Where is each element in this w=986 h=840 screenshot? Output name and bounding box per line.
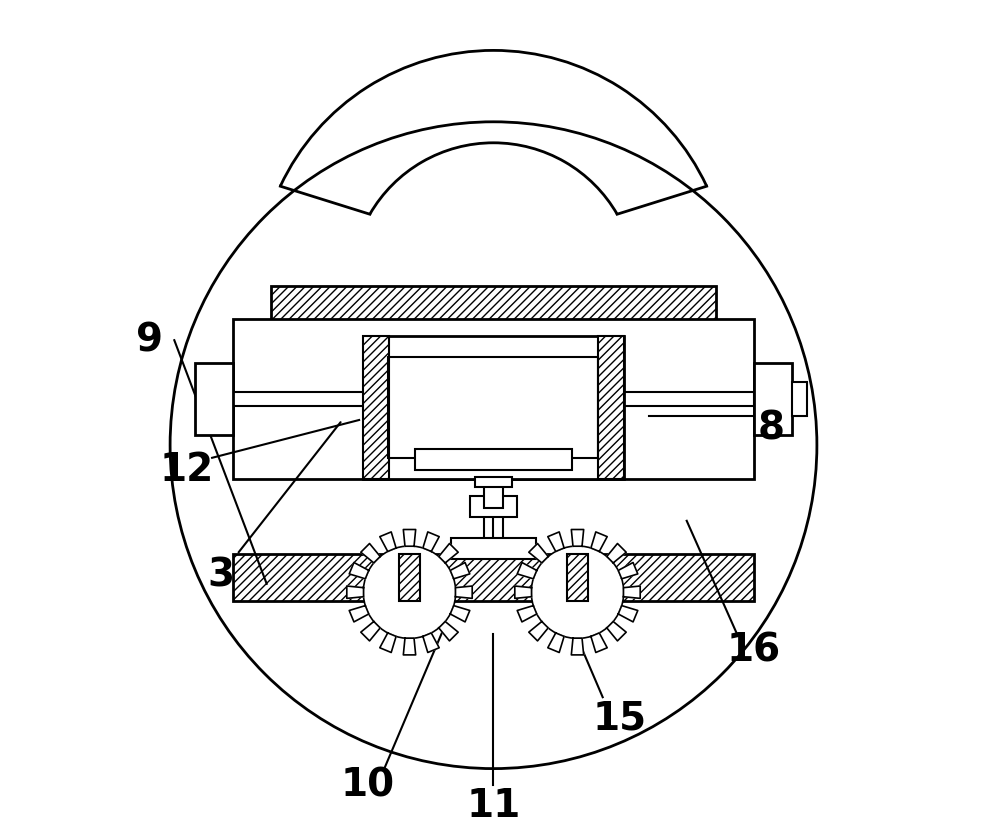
Bar: [598, 336, 623, 479]
Polygon shape: [361, 622, 380, 641]
Polygon shape: [528, 543, 547, 563]
Bar: [398, 554, 420, 601]
Polygon shape: [571, 529, 583, 546]
Bar: [233, 319, 753, 479]
Polygon shape: [617, 606, 637, 622]
Polygon shape: [547, 532, 564, 551]
Polygon shape: [380, 532, 395, 551]
Polygon shape: [380, 633, 395, 653]
Polygon shape: [422, 532, 439, 551]
Polygon shape: [403, 529, 415, 546]
Polygon shape: [361, 543, 380, 563]
Polygon shape: [547, 633, 564, 653]
Bar: [270, 286, 716, 323]
Bar: [233, 392, 753, 406]
Bar: [474, 477, 512, 487]
Polygon shape: [606, 543, 625, 563]
Polygon shape: [515, 586, 531, 598]
Circle shape: [170, 122, 816, 769]
Text: 12: 12: [160, 451, 214, 490]
Polygon shape: [517, 606, 536, 622]
Polygon shape: [450, 606, 469, 622]
Bar: [451, 538, 535, 559]
Polygon shape: [422, 633, 439, 653]
Text: 16: 16: [726, 632, 780, 670]
Bar: [753, 363, 791, 435]
Text: 8: 8: [756, 409, 784, 448]
Text: 15: 15: [592, 699, 646, 738]
Polygon shape: [591, 633, 606, 653]
Bar: [388, 357, 598, 458]
Bar: [363, 336, 623, 479]
Circle shape: [530, 546, 623, 638]
Polygon shape: [606, 622, 625, 641]
Polygon shape: [439, 622, 458, 641]
Bar: [470, 496, 516, 517]
Bar: [398, 554, 420, 601]
Text: 9: 9: [135, 321, 163, 360]
Polygon shape: [591, 532, 606, 551]
Circle shape: [363, 546, 456, 638]
Polygon shape: [439, 543, 458, 563]
Bar: [415, 449, 571, 470]
Polygon shape: [528, 622, 547, 641]
Bar: [566, 554, 588, 601]
Polygon shape: [623, 586, 640, 598]
Polygon shape: [450, 563, 469, 579]
Bar: [363, 336, 388, 479]
Polygon shape: [455, 586, 471, 598]
Bar: [484, 479, 502, 508]
Text: 10: 10: [340, 766, 394, 805]
Polygon shape: [571, 638, 583, 655]
Polygon shape: [349, 563, 369, 579]
Bar: [195, 363, 233, 435]
Text: 11: 11: [466, 787, 520, 826]
Bar: [566, 554, 588, 601]
Polygon shape: [349, 606, 369, 622]
Polygon shape: [617, 563, 637, 579]
Text: 3: 3: [207, 423, 340, 595]
Polygon shape: [517, 563, 536, 579]
Bar: [791, 382, 806, 416]
Bar: [233, 554, 753, 601]
Polygon shape: [403, 638, 415, 655]
Polygon shape: [346, 586, 363, 598]
